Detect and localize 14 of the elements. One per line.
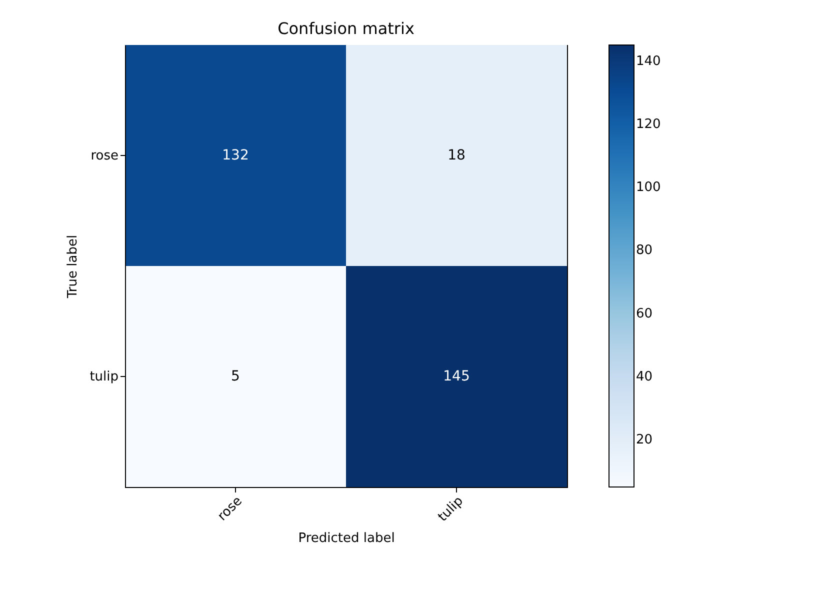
data-label: 132 (222, 148, 249, 164)
color-bar-label: 20 (636, 432, 653, 448)
data-label: 145 (443, 368, 470, 384)
data-label: 18 (448, 148, 466, 164)
x-axis-title: Predicted label (298, 531, 395, 546)
color-bar-label: 40 (636, 370, 653, 384)
chart-title: Confusion matrix (278, 19, 414, 38)
color-bar-label: 100 (636, 180, 661, 196)
color-bar-label: 140 (636, 54, 661, 69)
color-bar-label: 120 (636, 116, 661, 132)
data-label: 5 (231, 368, 240, 384)
y-axis-title: True label (66, 234, 81, 300)
color-bar-label: 80 (636, 243, 653, 258)
color-bar-label: 60 (636, 306, 653, 322)
